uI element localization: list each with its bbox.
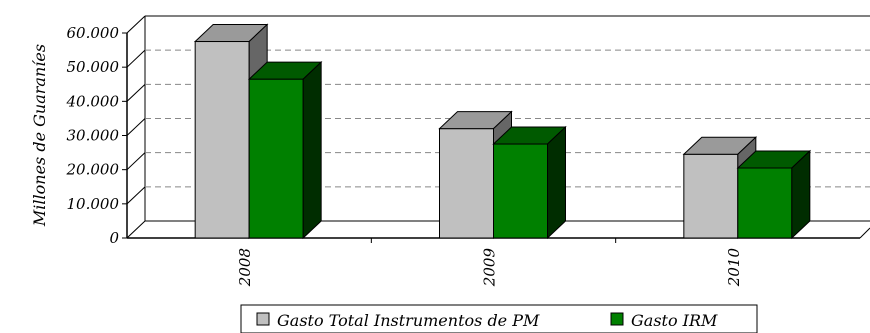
y-tick-label: 20.000	[66, 161, 120, 179]
bar-front	[737, 167, 793, 239]
x-tick-label: 2008	[236, 248, 254, 287]
legend-swatch	[610, 312, 624, 326]
y-tick-label: 60.000	[67, 24, 120, 42]
bar-front	[194, 41, 250, 239]
legend-label: Gasto IRM	[631, 311, 718, 330]
legend: Gasto Total Instrumentos de PM Gasto IRM	[240, 304, 758, 333]
bar-front	[439, 128, 494, 239]
wall-tick-link	[126, 152, 146, 171]
bar-side	[302, 60, 322, 240]
bars	[193, 23, 812, 240]
y-tick-label: 10.000	[67, 195, 120, 213]
y-axis-label: Millones de Guaraníes	[30, 44, 49, 227]
legend-swatch	[256, 312, 270, 326]
x-axis-end	[859, 227, 870, 239]
bar-irm-2009	[492, 125, 567, 240]
wall-tick-link	[126, 83, 146, 102]
wall-tick-link	[126, 118, 146, 136]
legend-label: Gasto Total Instrumentos de PM	[277, 311, 540, 330]
bar-irm-2010	[736, 149, 812, 240]
y-tick-label: 40.000	[66, 92, 120, 110]
bar-front	[683, 153, 739, 239]
wall-tick-link	[126, 186, 146, 205]
wall-tick-link	[126, 15, 146, 34]
y-tick-label: 50.000	[67, 58, 120, 76]
y-tick-label: 0	[109, 229, 119, 247]
bar-front	[493, 143, 548, 239]
bar-irm-2008	[247, 60, 323, 240]
legend-box	[240, 304, 758, 333]
tick-labels: 0 10.000 20.000 30.000 40.000 50.000 60.000 200…	[66, 24, 743, 287]
x-tick-label: 2010	[725, 248, 743, 288]
wall-tick-link	[126, 49, 146, 68]
floor-left-edge	[126, 220, 146, 239]
x-tick-label: 2009	[481, 248, 499, 288]
bar-side	[791, 149, 811, 240]
y-tick-label: 30.000	[67, 127, 120, 145]
bar-front	[248, 78, 304, 239]
bar-side	[547, 125, 566, 240]
